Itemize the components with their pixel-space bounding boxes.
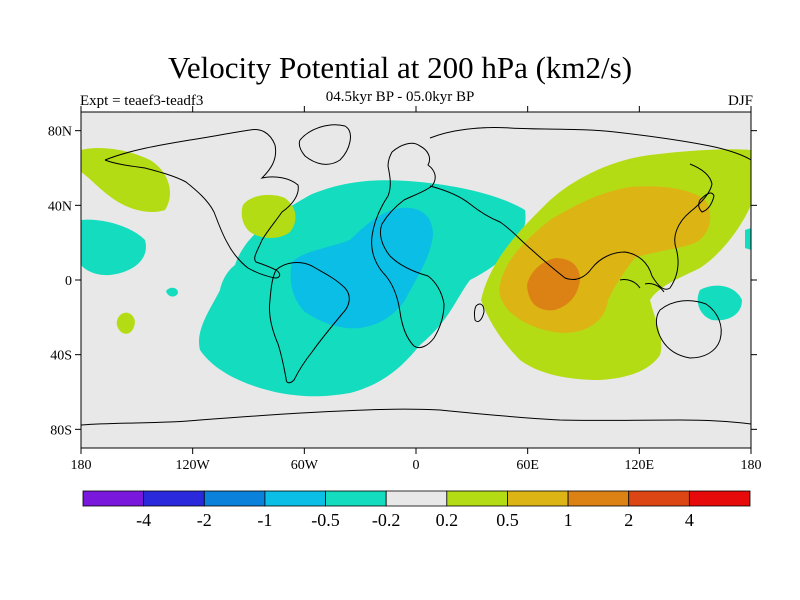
lat-tick-label: 80N xyxy=(48,125,72,140)
colorbar-label: -1 xyxy=(257,510,272,530)
colorbar-swatch xyxy=(143,490,205,507)
asia-coast xyxy=(429,127,751,290)
colorbar: -4 -2 -1 -0.5 -0.2 0.2 0.5 1 2 4 xyxy=(82,490,751,530)
colorbar-label: 0.5 xyxy=(496,510,519,530)
colorbar-label: -0.2 xyxy=(372,510,401,530)
australia-coast xyxy=(655,300,722,359)
colorbar-label: 1 xyxy=(564,510,573,530)
lat-tick-label: 40S xyxy=(50,349,72,364)
period-subtitle: 04.5kyr BP - 05.0kyr BP xyxy=(325,89,475,105)
colorbar-swatch xyxy=(203,490,266,507)
longitude-axis: 180 120W 60W 0 60E 120E 180 xyxy=(71,106,762,473)
japan-coast xyxy=(698,192,715,213)
colorbar-swatch xyxy=(507,490,569,507)
north-america-coast xyxy=(104,129,299,279)
madagascar-coast xyxy=(473,303,485,323)
colorbar-label: 0.2 xyxy=(436,510,459,530)
contour-darkorange-arabian xyxy=(527,258,580,311)
contour-teal-small-a xyxy=(166,287,178,297)
south-america-coast xyxy=(269,262,350,384)
lon-tick-label: 0 xyxy=(413,458,420,473)
map-title: Velocity Potential at 200 hPa (km2/s) xyxy=(167,50,633,85)
contour-teal-pacific-east xyxy=(697,285,742,321)
colorbar-label: 4 xyxy=(685,510,694,530)
colorbar-label: 2 xyxy=(624,510,633,530)
colorbar-label: -4 xyxy=(136,510,151,530)
colorbar-swatch xyxy=(628,490,690,507)
lon-tick-label: 120E xyxy=(625,458,655,473)
contour-teal-east-edge xyxy=(745,228,751,250)
contour-green-north-pacific xyxy=(81,148,170,212)
coastlines xyxy=(81,124,751,426)
experiment-label: Expt = teaef3-teadf3 xyxy=(80,93,204,109)
lon-tick-label: 60W xyxy=(291,458,319,473)
lat-tick-label: 40N xyxy=(48,199,72,214)
lon-tick-label: 180 xyxy=(741,458,762,473)
colorbar-swatch xyxy=(264,490,326,507)
lon-tick-label: 180 xyxy=(71,458,92,473)
lon-tick-label: 120W xyxy=(176,458,211,473)
colorbar-label: -2 xyxy=(197,510,212,530)
colorbar-swatch xyxy=(688,490,751,507)
antarctica-coast xyxy=(81,408,751,426)
lat-tick-label: 80S xyxy=(50,423,72,438)
colorbar-swatch xyxy=(325,490,387,507)
colorbar-swatch xyxy=(82,490,145,507)
season-label: DJF xyxy=(727,93,753,109)
greenland-coast xyxy=(298,124,351,165)
colorbar-swatch xyxy=(385,490,448,507)
contour-teal-pacific-west xyxy=(81,219,146,276)
lon-tick-label: 60E xyxy=(516,458,539,473)
colorbar-swatch xyxy=(567,490,630,507)
contour-green-north-america xyxy=(241,194,296,238)
contour-teal-small-b xyxy=(116,312,135,334)
latitude-axis: 80N 40N 0 40S 80S xyxy=(48,125,757,438)
colorbar-swatch xyxy=(446,490,508,507)
europe-africa-coast xyxy=(371,142,445,349)
colorbar-label: -0.5 xyxy=(311,510,340,530)
lat-tick-label: 0 xyxy=(65,274,72,289)
indonesia-coast xyxy=(619,279,665,293)
